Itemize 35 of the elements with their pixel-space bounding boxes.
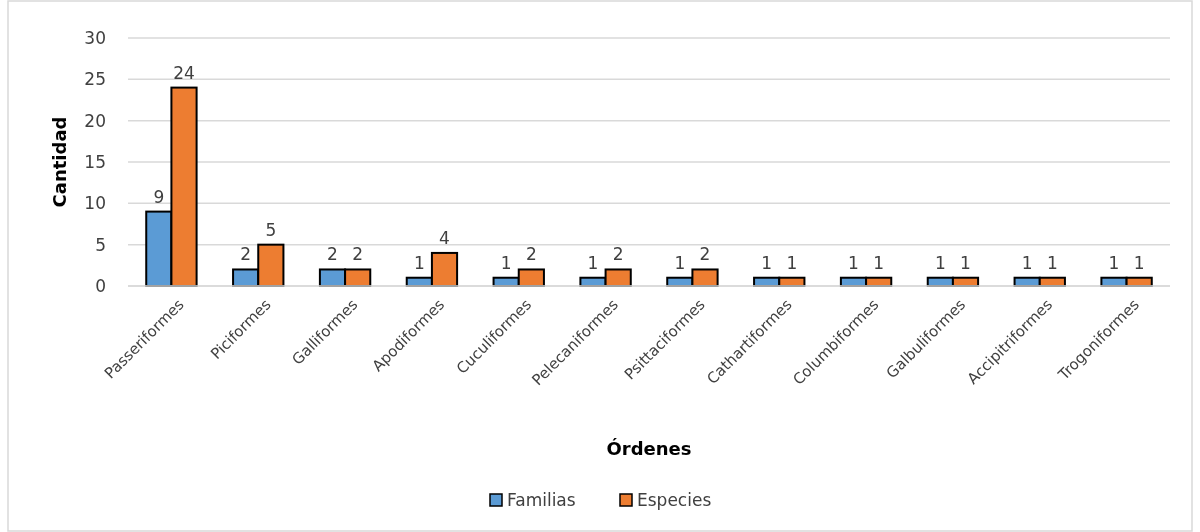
data-label: 1 xyxy=(934,252,946,273)
data-label: 1 xyxy=(1133,252,1145,273)
data-label: 1 xyxy=(1046,252,1058,273)
data-label: 1 xyxy=(587,252,599,273)
data-label: 1 xyxy=(786,252,798,273)
y-tick-label: 10 xyxy=(84,193,106,214)
data-label: 1 xyxy=(960,252,971,273)
data-label: 2 xyxy=(352,244,364,265)
data-label: 1 xyxy=(761,252,773,273)
y-tick-label: 20 xyxy=(84,110,106,131)
data-label: 2 xyxy=(327,244,338,265)
data-label: 1 xyxy=(500,252,512,273)
data-label: 1 xyxy=(1108,252,1120,273)
y-tick-label: 30 xyxy=(84,27,106,48)
legend-label: Familias xyxy=(507,489,576,510)
y-tick-label: 5 xyxy=(95,234,106,255)
data-label: 1 xyxy=(1021,252,1033,273)
y-tick-label: 0 xyxy=(95,275,106,296)
data-label: 4 xyxy=(439,227,450,248)
y-tick-label: 25 xyxy=(84,69,106,90)
data-label: 1 xyxy=(873,252,885,273)
y-axis-title: Cantidad xyxy=(49,116,70,208)
data-label: 2 xyxy=(612,244,624,265)
data-label: 1 xyxy=(848,252,859,273)
data-label: 1 xyxy=(413,252,425,273)
data-label: 1 xyxy=(674,252,686,273)
data-label: 5 xyxy=(265,219,277,240)
legend-label: Especies xyxy=(637,489,712,510)
y-tick-label: 15 xyxy=(84,151,106,172)
data-label: 9 xyxy=(153,186,165,207)
data-label: 2 xyxy=(240,244,252,265)
data-label: 24 xyxy=(173,62,195,83)
data-label: 2 xyxy=(525,244,537,265)
data-label: 2 xyxy=(699,244,711,265)
x-axis-title: Órdenes xyxy=(606,438,692,459)
